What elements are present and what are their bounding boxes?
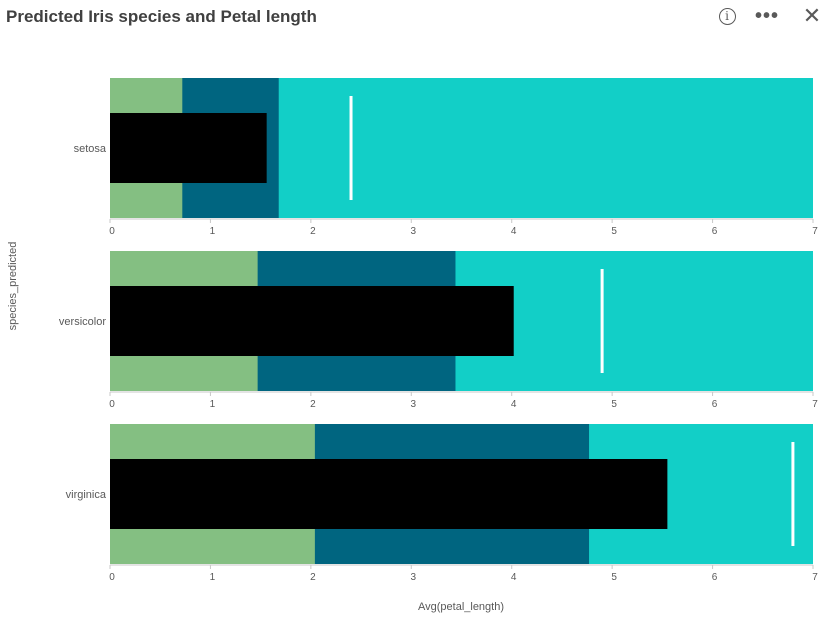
category-label-virginica: virginica (66, 489, 107, 501)
info-glyph: i (718, 7, 736, 25)
x-tick-label-virginica: 0 (109, 572, 115, 583)
info-icon[interactable]: i (714, 4, 740, 28)
x-tick-label-versicolor: 7 (812, 399, 818, 410)
chart-title: Predicted Iris species and Petal length (6, 7, 317, 26)
value-bar-setosa (110, 113, 267, 183)
category-label-versicolor: versicolor (59, 316, 106, 328)
x-tick-label-setosa: 7 (812, 226, 818, 237)
x-tick-label-versicolor: 5 (611, 399, 617, 410)
x-tick-label-virginica: 5 (611, 572, 617, 583)
x-axis-label: Avg(petal_length) (417, 601, 505, 613)
more-horizontal-icon[interactable]: ••• (754, 4, 780, 28)
x-tick-label-setosa: 2 (310, 226, 316, 237)
x-tick-label-virginica: 6 (712, 572, 718, 583)
more-glyph: ••• (754, 5, 779, 27)
x-tick-label-versicolor: 4 (511, 399, 517, 410)
x-tick-label-versicolor: 3 (411, 399, 417, 410)
x-tick-label-versicolor: 6 (712, 399, 718, 410)
category-label-setosa: setosa (74, 143, 107, 155)
x-tick-label-versicolor: 2 (310, 399, 316, 410)
x-tick-label-setosa: 1 (210, 226, 216, 237)
x-tick-label-virginica: 7 (812, 572, 818, 583)
x-tick-label-setosa: 3 (411, 226, 417, 237)
value-bar-versicolor (110, 286, 514, 356)
x-tick-label-virginica: 1 (210, 572, 216, 583)
x-tick-label-virginica: 3 (411, 572, 417, 583)
x-tick-label-setosa: 6 (712, 226, 718, 237)
x-tick-label-virginica: 2 (310, 572, 316, 583)
x-tick-label-setosa: 4 (511, 226, 517, 237)
value-bar-virginica (110, 459, 668, 529)
close-icon[interactable]: ✕ (799, 4, 825, 28)
x-tick-label-setosa: 0 (109, 226, 115, 237)
x-tick-label-versicolor: 0 (109, 399, 115, 410)
close-glyph: ✕ (802, 3, 822, 28)
x-tick-label-versicolor: 1 (210, 399, 216, 410)
x-tick-label-setosa: 5 (611, 226, 617, 237)
x-tick-label-virginica: 4 (511, 572, 517, 583)
